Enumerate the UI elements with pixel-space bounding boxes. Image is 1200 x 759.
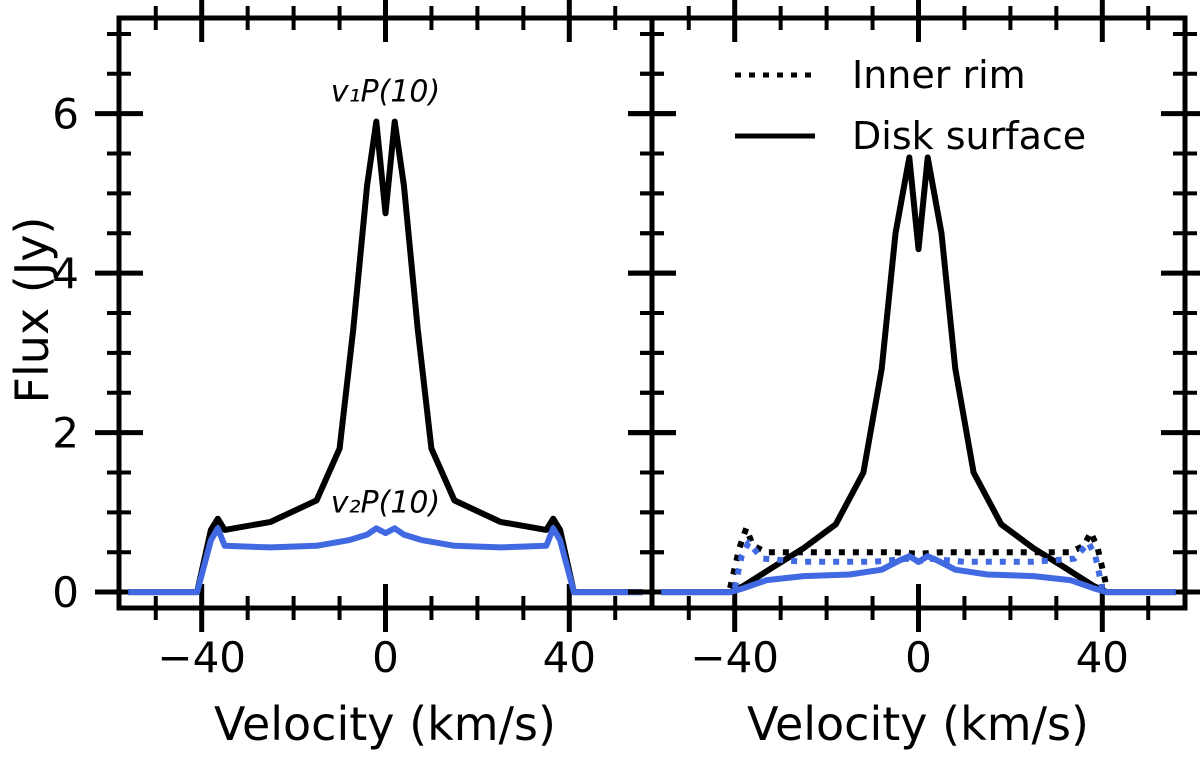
right-x-axis-label: Velocity (km/s) — [747, 697, 1089, 751]
right-panel: −40 0 40 Velocity (km/s) Inner rim Disk su… — [628, 0, 1200, 751]
series-line-inner-rim-v1 — [727, 525, 1110, 589]
annotation-v1p10: v₁P(10) — [331, 75, 440, 110]
series-line-v2p-10- — [128, 525, 643, 596]
x-tick-label: 40 — [1076, 633, 1129, 682]
legend: Inner rim Disk surface — [735, 53, 1086, 158]
x-tick-label: 40 — [543, 633, 596, 682]
y-tick-label: 2 — [52, 409, 79, 458]
legend-label-disk-surface: Disk surface — [852, 114, 1086, 158]
annotation-v2p10: v₂P(10) — [331, 485, 440, 520]
series-line-disk-surface-v1 — [661, 154, 1176, 596]
left-x-axis-label: Velocity (km/s) — [214, 697, 556, 751]
y-tick-label: 4 — [52, 249, 79, 298]
left-panel: −40 0 40 0 2 4 6 Velocity (km/s) v₁P(10) v₂P(1… — [52, 0, 676, 751]
series-line-v1p-10- — [128, 118, 643, 596]
left-panel-tick-labels: −40 0 40 0 2 4 6 — [52, 90, 596, 682]
right-panel-ticks — [628, 0, 1200, 632]
x-tick-label: 0 — [372, 633, 399, 682]
y-tick-label: 0 — [52, 568, 79, 617]
x-tick-label: −40 — [157, 633, 246, 682]
left-panel-series — [128, 118, 643, 596]
y-tick-label: 6 — [52, 90, 79, 139]
right-panel-frame — [649, 15, 1188, 611]
right-panel-series — [661, 154, 1176, 596]
right-panel-tick-labels: −40 0 40 — [690, 633, 1129, 682]
series-line-inner-rim-v2 — [731, 539, 1106, 589]
series-line-disk-surface-v2 — [661, 553, 1176, 596]
legend-label-inner-rim: Inner rim — [852, 53, 1026, 97]
y-axis-label: Flux (Jy) — [5, 217, 59, 404]
x-tick-label: −40 — [690, 633, 779, 682]
x-tick-label: 0 — [905, 633, 932, 682]
